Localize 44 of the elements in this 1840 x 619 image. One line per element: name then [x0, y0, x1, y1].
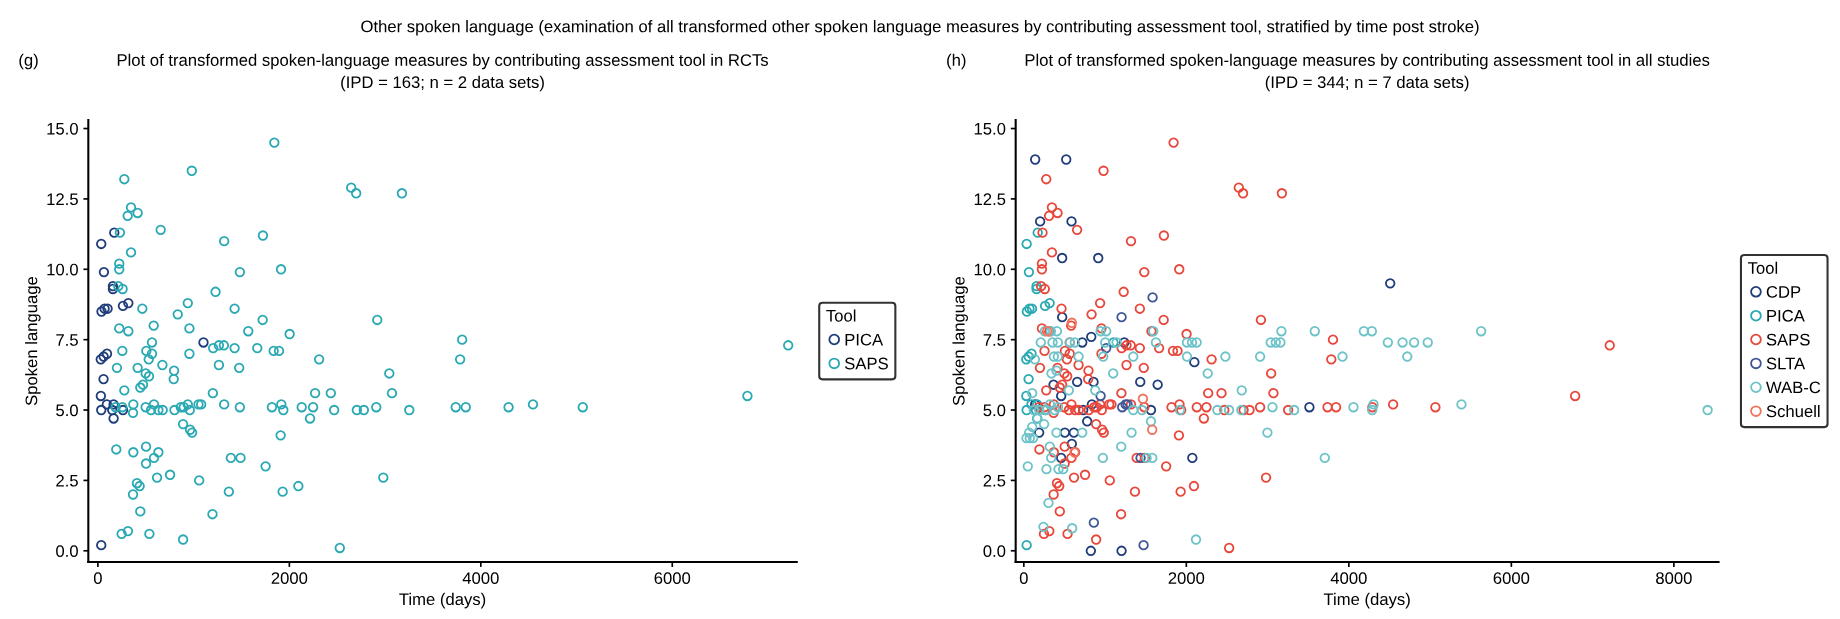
chart-subtitle: (IPD = 163; n = 2 data sets) — [341, 75, 544, 92]
x-axis-title: Time (days) — [1323, 592, 1410, 609]
x-tick-label: 8000 — [1656, 572, 1692, 585]
x-tick-label: 0 — [93, 572, 102, 585]
x-tick-label: 0 — [1019, 572, 1028, 585]
x-tick-label: 6000 — [654, 572, 691, 585]
text: (h) — [947, 53, 966, 70]
legend-label: SAPS — [844, 357, 888, 370]
y-tick-label: 0.0 — [56, 545, 78, 557]
y-tick-label: 10.0 — [974, 263, 1006, 276]
y-tick-label: 5.0 — [983, 404, 1006, 417]
chart-title: Plot of transformed spoken-language measures by contributing assessment tool in RCTs — [117, 53, 769, 70]
legend-label: SLTA — [1766, 357, 1806, 370]
x-axis-title: Time (days) — [399, 592, 486, 609]
y-tick-label: 12.5 — [974, 193, 1006, 206]
y-tick-label: 15.0 — [47, 122, 78, 135]
y-axis-title: Spoken language — [952, 276, 968, 406]
y-tick-label: 7.5 — [56, 334, 78, 346]
text: Other spoken language (examination of all transformed other spoken language measures by contributing assessment tool, stratified by time post stroke) — [361, 20, 1479, 36]
x-tick-label: 4000 — [1330, 572, 1367, 585]
chart-subtitle: (IPD = 344; n = 7 data sets) — [1265, 75, 1469, 92]
y-axis-title: Spoken language — [25, 276, 41, 406]
legend-label: CDP — [1766, 286, 1801, 298]
y-tick-label: 15.0 — [974, 122, 1006, 135]
legend-label: Schuell — [1766, 404, 1820, 418]
chart-title: Plot of transformed spoken-language measures by contributing assessment tool in all studies — [1025, 53, 1710, 70]
legend-title: Tool — [1747, 261, 1778, 274]
y-tick-label: 12.5 — [47, 193, 78, 206]
x-tick-label: 2000 — [271, 572, 308, 585]
y-tick-label: 10.0 — [47, 263, 78, 276]
text: (g) — [19, 53, 38, 70]
x-tick-label: 6000 — [1493, 572, 1530, 585]
legend-label: PICA — [845, 333, 884, 346]
y-tick-label: 2.5 — [983, 474, 1006, 487]
legend-label: PICA — [1767, 309, 1805, 322]
y-tick-label: 0.0 — [983, 545, 1006, 557]
legend-label: WAB-C — [1766, 381, 1821, 394]
legend-label: SAPS — [1766, 333, 1810, 346]
legend-title: Tool — [826, 309, 856, 322]
x-tick-label: 4000 — [462, 572, 499, 585]
y-tick-label: 7.5 — [983, 334, 1006, 346]
y-tick-label: 5.0 — [56, 404, 78, 417]
x-tick-label: 2000 — [1168, 572, 1205, 585]
y-tick-label: 2.5 — [56, 474, 78, 487]
